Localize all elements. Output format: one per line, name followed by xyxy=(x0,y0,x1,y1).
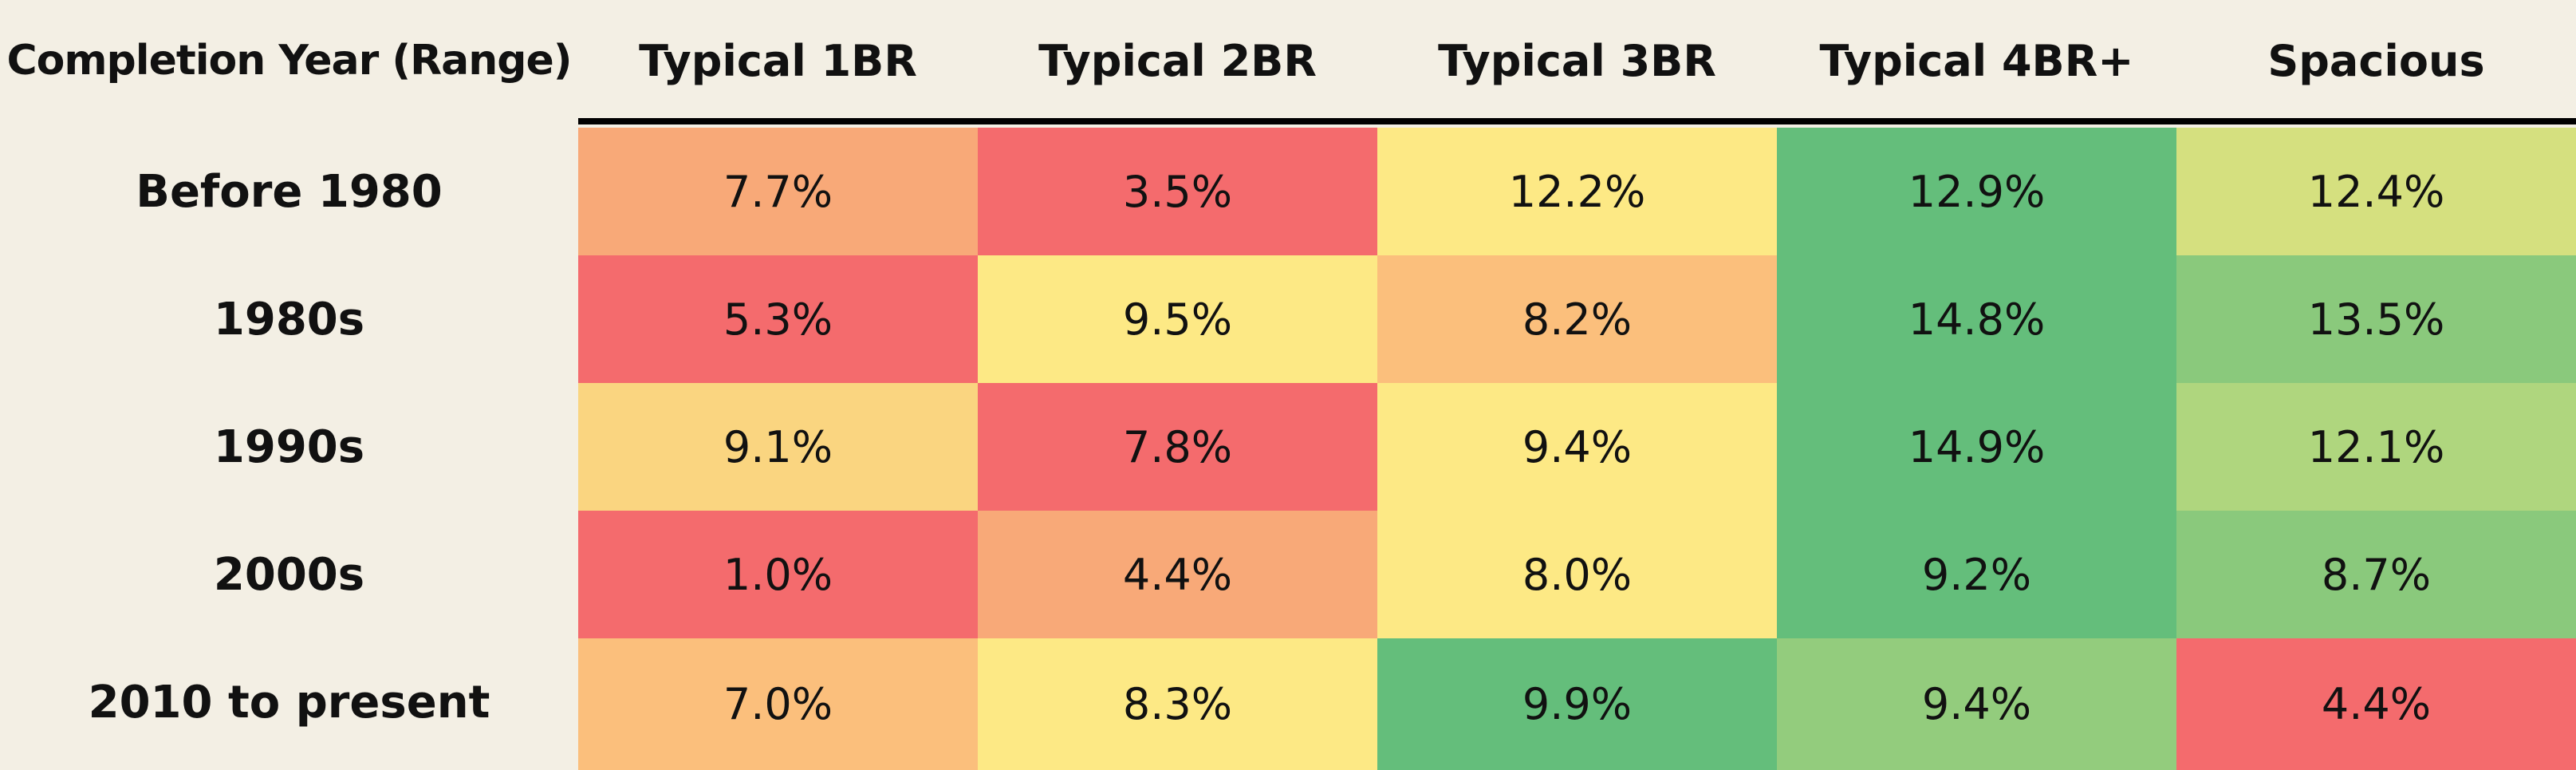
heatmap-cell: 8.3% xyxy=(978,638,1377,770)
heatmap-cell: 14.8% xyxy=(1777,255,2176,383)
row-label: 2000s xyxy=(213,548,365,601)
heatmap-cell: 4.4% xyxy=(2176,638,2576,770)
heatmap-cell: 4.4% xyxy=(978,511,1377,638)
heatmap-cell: 9.5% xyxy=(978,255,1377,383)
column-header: Typical 2BR xyxy=(1038,35,1317,86)
heatmap-cell: 12.1% xyxy=(2176,383,2576,511)
heatmap-cell: 9.1% xyxy=(578,383,978,511)
heatmap-cell: 13.5% xyxy=(2176,255,2576,383)
row-label: 1990s xyxy=(213,421,365,473)
heatmap-cell: 14.9% xyxy=(1777,383,2176,511)
column-header: Typical 3BR xyxy=(1438,35,1716,86)
heatmap-cell: 7.0% xyxy=(578,638,978,770)
heatmap-cell: 8.0% xyxy=(1377,511,1777,638)
heatmap-cell: 9.4% xyxy=(1777,638,2176,770)
row-label: 1980s xyxy=(213,293,365,346)
heatmap-cell: 9.2% xyxy=(1777,511,2176,638)
row-header-label: Completion Year (Range) xyxy=(6,37,572,85)
heatmap-cell: 8.2% xyxy=(1377,255,1777,383)
row-label: Before 1980 xyxy=(136,165,443,218)
column-header: Typical 4BR+ xyxy=(1819,35,2134,86)
heatmap-cell: 7.7% xyxy=(578,128,978,255)
heatmap-cell: 7.8% xyxy=(978,383,1377,511)
column-header: Spacious xyxy=(2267,35,2485,86)
heatmap-cell: 12.2% xyxy=(1377,128,1777,255)
heatmap-cell: 9.9% xyxy=(1377,638,1777,770)
heatmap-cell: 12.9% xyxy=(1777,128,2176,255)
heatmap-cell: 8.7% xyxy=(2176,511,2576,638)
heatmap-cell: 3.5% xyxy=(978,128,1377,255)
heatmap-cell: 9.4% xyxy=(1377,383,1777,511)
heatmap-cell: 1.0% xyxy=(578,511,978,638)
header-rule xyxy=(578,118,2576,124)
heatmap-cell: 12.4% xyxy=(2176,128,2576,255)
row-label: 2010 to present xyxy=(88,676,490,729)
column-header: Typical 1BR xyxy=(639,35,917,86)
heatmap-cell: 5.3% xyxy=(578,255,978,383)
